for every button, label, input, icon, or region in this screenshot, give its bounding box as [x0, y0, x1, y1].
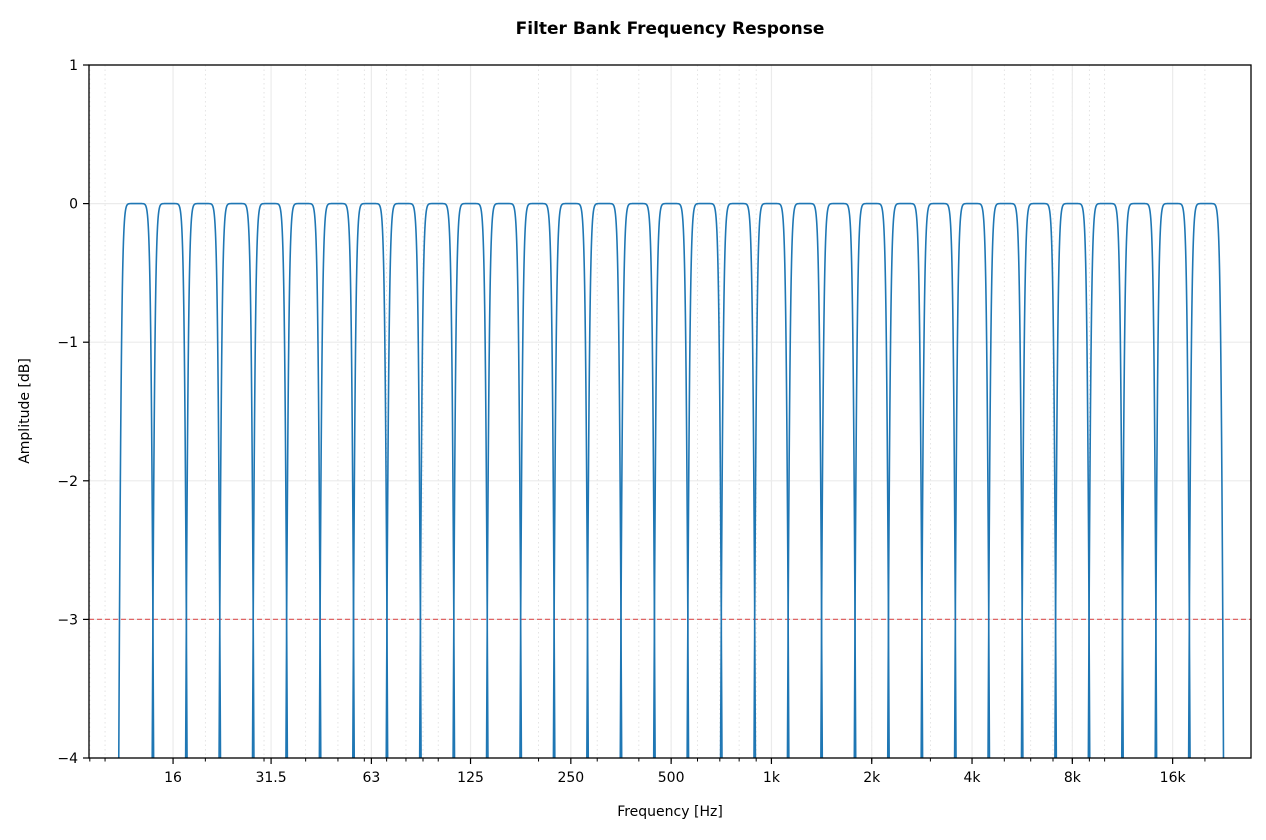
y-tick-label: −2: [57, 474, 78, 490]
band-response-400hz: [619, 202, 656, 758]
x-tick-label: 500: [658, 770, 685, 786]
band-response-4000hz: [953, 202, 991, 758]
band-response-12500hz: [1120, 202, 1158, 758]
band-response-2500hz: [886, 202, 924, 758]
band-response-16000hz: [1154, 202, 1191, 758]
band-response-80hz: [385, 202, 422, 758]
band-response-20000hz: [1187, 202, 1225, 758]
band-response-20hz: [184, 202, 222, 758]
x-tick-label: 125: [457, 770, 484, 786]
band-response-6300hz: [1020, 202, 1058, 758]
x-tick-label: 63: [362, 770, 380, 786]
band-response-8000hz: [1054, 202, 1091, 758]
band-response-800hz: [719, 202, 757, 758]
y-tick-label: 1: [69, 58, 78, 74]
chart-title: Filter Bank Frequency Response: [516, 19, 825, 39]
x-tick-label: 1k: [763, 770, 781, 786]
band-response-63hz: [352, 202, 389, 758]
band-response-5000hz: [987, 202, 1024, 758]
plot-frame: [88, 64, 1252, 759]
y-tick-label: −1: [57, 335, 78, 351]
y-axis-label: Amplitude [dB]: [17, 358, 33, 464]
band-response-1000hz: [753, 202, 790, 758]
band-responses: [117, 202, 1225, 758]
band-response-315hz: [586, 202, 623, 758]
y-axis-ticks: 1 0 −1 −2 −3 −4: [57, 58, 89, 767]
band-response-1600hz: [820, 202, 857, 758]
band-response-10000hz: [1087, 202, 1124, 758]
band-response-100hz: [418, 202, 456, 758]
x-tick-label: 4k: [964, 770, 982, 786]
x-tick-label: 16: [164, 770, 182, 786]
band-response-50hz: [318, 202, 356, 758]
band-response-500hz: [652, 202, 690, 758]
x-tick-label: 8k: [1064, 770, 1082, 786]
x-tick-label: 250: [557, 770, 584, 786]
band-response-200hz: [519, 202, 556, 758]
grid: [89, 64, 1251, 759]
band-response-40hz: [285, 202, 322, 758]
band-response-125hz: [452, 202, 489, 758]
band-response-16hz: [151, 202, 188, 758]
x-axis-label: Frequency [Hz]: [617, 804, 723, 820]
band-response-630hz: [686, 202, 723, 758]
band-response-31.5hz: [251, 202, 289, 758]
x-axis-ticks: 16 31.5 63 125 250 500 1k 2k 4k 8k 16k: [89, 758, 1206, 786]
x-tick-label: 2k: [863, 770, 881, 786]
band-response-1250hz: [786, 202, 824, 758]
band-response-160hz: [485, 202, 523, 758]
band-response-25hz: [218, 202, 255, 758]
y-tick-label: 0: [69, 197, 78, 213]
y-tick-label: −4: [57, 751, 78, 767]
band-response-12.5hz: [117, 202, 155, 758]
band-response-3150hz: [920, 202, 957, 758]
x-tick-label: 31.5: [255, 770, 286, 786]
band-response-2000hz: [853, 202, 890, 758]
y-tick-label: −3: [57, 612, 78, 628]
x-tick-label: 16k: [1160, 770, 1187, 786]
band-response-250hz: [552, 202, 590, 758]
